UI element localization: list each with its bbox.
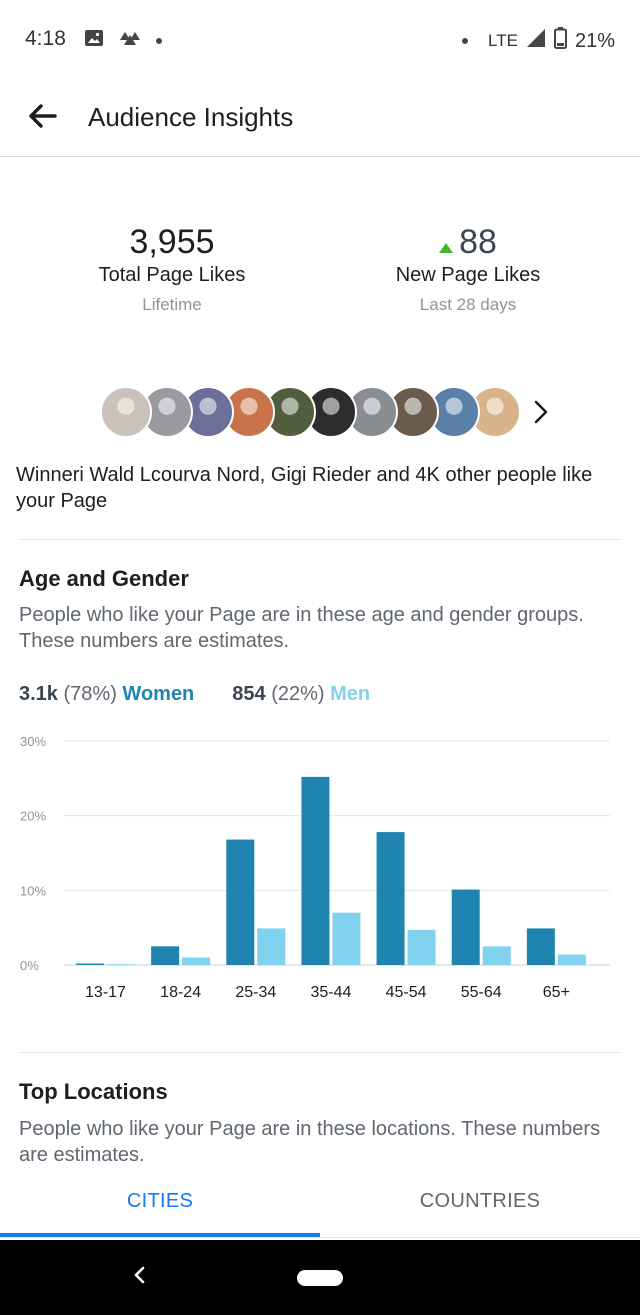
men-summary: 854 (22%) Men xyxy=(232,683,370,706)
back-arrow-icon xyxy=(29,103,57,133)
bar-men-45-54[interactable] xyxy=(407,929,436,965)
likers-summary: Winneri Wald Lcourva Nord, Gigi Rieder a… xyxy=(16,464,593,512)
bar-men-25-34[interactable] xyxy=(257,928,286,965)
y-tick-label: 0% xyxy=(20,958,39,973)
top-locations-title: Top Locations xyxy=(19,1079,168,1104)
bar-men-65+[interactable] xyxy=(557,954,586,965)
bar-women-55-64[interactable] xyxy=(451,889,480,965)
battery-icon xyxy=(553,27,567,55)
status-bar: 4:18 LTE 21% xyxy=(0,0,640,78)
battery-level: 21% xyxy=(574,29,615,52)
liker-avatar[interactable] xyxy=(264,386,316,438)
top-locations-description: People who like your Page are in these l… xyxy=(19,1118,601,1166)
x-tick-label: 55-64 xyxy=(461,984,502,1001)
divider xyxy=(18,539,622,540)
new-page-likes-value-row: 88 xyxy=(318,222,618,262)
x-tick-label: 13-17 xyxy=(85,984,126,1001)
x-tick-label: 35-44 xyxy=(310,984,351,1001)
app-bar: Audience Insights xyxy=(0,78,640,157)
back-button[interactable] xyxy=(22,98,64,138)
bar-women-13-17[interactable] xyxy=(76,963,104,965)
new-page-likes-value: 88 xyxy=(459,223,497,261)
signal-icon xyxy=(526,28,546,54)
age-gender-title: Age and Gender xyxy=(19,566,189,591)
triangle-up-icon xyxy=(439,222,454,262)
bar-men-55-64[interactable] xyxy=(482,946,511,965)
y-tick-label: 30% xyxy=(20,734,46,749)
tab-cities[interactable]: CITIES xyxy=(0,1176,320,1237)
y-tick-label: 20% xyxy=(20,809,46,824)
women-summary: 3.1k (78%) Women xyxy=(19,683,194,706)
bar-women-65+[interactable] xyxy=(526,928,555,965)
status-notification-icons xyxy=(84,28,162,53)
men-count: 854 xyxy=(232,683,266,705)
image-icon xyxy=(84,28,104,53)
nav-back-icon xyxy=(132,1265,146,1290)
liker-avatar[interactable] xyxy=(387,386,439,438)
x-tick-label: 45-54 xyxy=(386,984,427,1001)
gender-summary: 3.1k (78%) Women 854 (22%) Men xyxy=(19,683,370,706)
bar-men-13-17[interactable] xyxy=(107,964,135,966)
nav-back-button[interactable] xyxy=(126,1264,152,1290)
total-page-likes-value: 3,955 xyxy=(129,223,215,261)
men-percent: (22%) xyxy=(271,683,325,705)
women-count: 3.1k xyxy=(19,683,58,705)
bar-women-35-44[interactable] xyxy=(301,776,330,965)
new-page-likes-stat: 88 New Page Likes Last 28 days xyxy=(318,222,618,315)
total-page-likes-period: Lifetime xyxy=(142,295,202,314)
bar-men-35-44[interactable] xyxy=(332,912,361,965)
liker-avatar[interactable] xyxy=(100,386,152,438)
bar-women-25-34[interactable] xyxy=(226,839,255,965)
women-percent: (78%) xyxy=(63,683,117,705)
total-page-likes-stat: 3,955 Total Page Likes Lifetime xyxy=(22,222,322,315)
age-gender-description: People who like your Page are in these a… xyxy=(19,604,584,652)
bar-women-45-54[interactable] xyxy=(376,832,405,965)
nav-home-button[interactable] xyxy=(297,1270,343,1286)
network-type: LTE xyxy=(488,31,518,50)
total-page-likes-label: Total Page Likes xyxy=(98,264,246,286)
liker-avatar[interactable] xyxy=(346,386,398,438)
bar-women-18-24[interactable] xyxy=(151,946,180,965)
dot-icon xyxy=(462,38,469,44)
bar-men-18-24[interactable] xyxy=(182,957,211,965)
men-label: Men xyxy=(330,683,371,705)
divider xyxy=(18,1052,622,1053)
x-tick-label: 65+ xyxy=(543,984,570,1001)
chevron-right-icon[interactable] xyxy=(529,397,553,427)
status-system-icons: LTE 21% xyxy=(462,27,615,55)
liker-avatars[interactable] xyxy=(100,386,553,438)
x-tick-label: 18-24 xyxy=(160,984,201,1001)
cloud-icon xyxy=(118,29,142,52)
x-tick-label: 25-34 xyxy=(235,984,276,1001)
dot-icon xyxy=(156,37,162,44)
new-page-likes-label: New Page Likes xyxy=(395,264,541,286)
women-label: Women xyxy=(122,683,195,705)
new-page-likes-period: Last 28 days xyxy=(419,295,517,314)
tab-countries[interactable]: COUNTRIES xyxy=(419,1190,541,1212)
y-tick-label: 10% xyxy=(20,883,46,898)
age-gender-bar-chart: 0% 10% 20% 30% 13-17 18-24 25-34 35-44 45-54 55-6… xyxy=(20,734,610,1001)
page-title: Audience Insights xyxy=(88,102,294,132)
system-nav-bar xyxy=(0,1240,640,1315)
location-tabs: CITIES COUNTRIES xyxy=(0,1176,640,1238)
status-time: 4:18 xyxy=(25,27,66,50)
